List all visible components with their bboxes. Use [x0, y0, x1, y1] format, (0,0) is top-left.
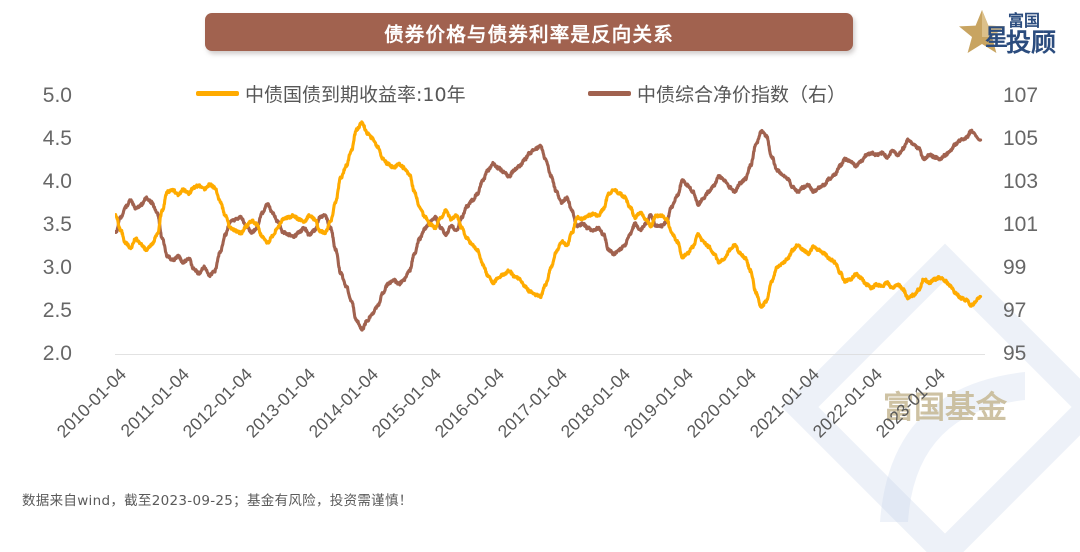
- y-tick-left: 5.0: [42, 84, 72, 107]
- svg-text:星: 星: [985, 25, 1008, 51]
- star-icon: [959, 10, 1005, 53]
- chart-legend: 中债国债到期收益率:10年 中债综合净价指数（右）: [115, 80, 985, 110]
- y-tick-right: 99: [1003, 256, 1027, 279]
- logo-line2: 投顾: [1006, 28, 1056, 57]
- y-tick-left: 4.5: [42, 127, 72, 150]
- legend-swatch-yield: [196, 91, 239, 96]
- y-tick-left: 4.0: [42, 170, 72, 193]
- y-tick-right: 103: [1003, 170, 1039, 193]
- page-title-text: 债券价格与债券利率是反向关系: [384, 22, 674, 46]
- y-tick-left: 3.5: [42, 213, 72, 236]
- y-tick-left: 2.5: [42, 299, 72, 322]
- brand-logo: 星 富国 投顾: [952, 4, 1072, 60]
- legend-swatch-index: [588, 91, 631, 96]
- legend-item-index[interactable]: 中债综合净价指数（右）: [588, 80, 846, 107]
- source-note: 数据来自wind，截至2023-09-25；基金有风险，投资需谨慎！: [22, 493, 413, 509]
- y-tick-right: 107: [1003, 84, 1039, 107]
- y-tick-right: 97: [1003, 299, 1027, 322]
- y-tick-left: 2.0: [42, 342, 72, 365]
- plot-area: [115, 97, 985, 355]
- page-title: 债券价格与债券利率是反向关系: [205, 13, 853, 51]
- y-tick-left: 3.0: [42, 256, 72, 279]
- legend-item-yield[interactable]: 中债国债到期收益率:10年: [196, 80, 466, 107]
- series-line-yield: [115, 120, 983, 309]
- y-tick-right: 105: [1003, 127, 1039, 150]
- y-tick-right: 95: [1003, 342, 1027, 365]
- legend-label-index: 中债综合净价指数（右）: [637, 84, 847, 106]
- legend-label-yield: 中债国债到期收益率:10年: [245, 84, 466, 106]
- chart-page: 富国基金 债券价格与债券利率是反向关系 星 富国 投顾 中债国债到期收益率:10…: [22, 4, 1080, 552]
- y-tick-right: 101: [1003, 213, 1039, 236]
- logo-line1: 富国: [1008, 11, 1040, 30]
